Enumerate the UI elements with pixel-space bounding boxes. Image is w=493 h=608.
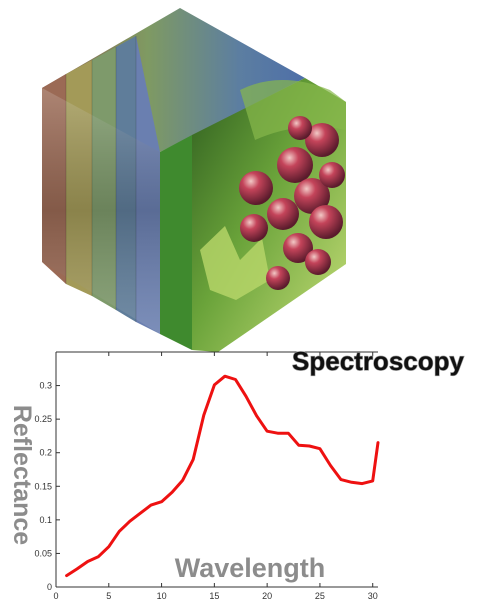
reflectance-chart: 0 5 10 15 20 25 30 0 0.05 0.1 0.15 0.2 0.25 0.3 Spect… [0, 340, 493, 603]
hyperspectral-cube [42, 8, 346, 352]
plot-area [55, 351, 378, 588]
tick-group: 0 5 10 15 20 25 30 0 0.05 0.1 0.15 0.2 0.25 0.3 [34, 352, 378, 601]
x-axis-label: Wavelength [175, 553, 326, 583]
cube-spectral-bands [42, 36, 160, 334]
y-tick-label: 0.15 [34, 481, 52, 491]
y-tick-label: 0.3 [39, 381, 52, 391]
x-tick-label: 20 [262, 591, 272, 601]
y-axis-label: Reflectance [8, 405, 36, 545]
y-tick-label: 0 [47, 582, 52, 592]
cube-side-strip [160, 135, 192, 350]
x-tick-label: 25 [315, 591, 325, 601]
x-tick-label: 0 [53, 591, 58, 601]
x-tick-label: 30 [368, 591, 378, 601]
grape-image-face [192, 78, 346, 352]
y-tick-label: 0.05 [34, 548, 52, 558]
chart-title: Spectroscopy [292, 346, 464, 376]
y-tick-label: 0.25 [34, 414, 52, 424]
y-tick-label: 0.2 [39, 448, 52, 458]
series-line-reflectance [65, 374, 380, 578]
x-tick-label: 10 [157, 591, 167, 601]
x-tick-label: 15 [209, 591, 219, 601]
y-tick-label: 0.1 [39, 515, 52, 525]
chart-svg: 0 5 10 15 20 25 30 0 0.05 0.1 0.15 0.2 0.25 0.3 Spect… [8, 345, 465, 601]
grape-cube-icon [42, 8, 346, 352]
x-tick-label: 5 [106, 591, 111, 601]
